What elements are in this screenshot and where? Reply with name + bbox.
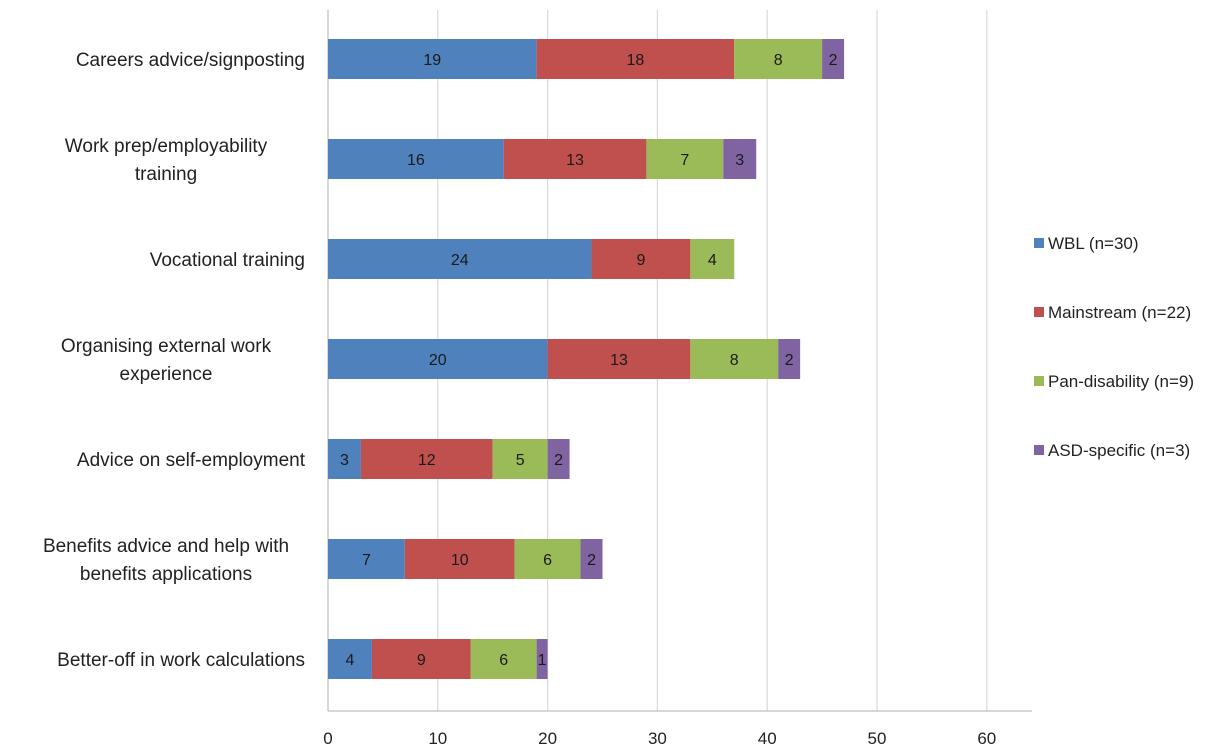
bar-segment [328,39,537,79]
bar-segment [503,139,647,179]
bar-value-label: 9 [636,252,645,269]
bar-segment [690,239,735,279]
category-label: Vocational training [150,250,305,271]
legend-swatch [1034,376,1044,386]
category-labels: Careers advice/signposting Work prep/empl… [43,50,306,671]
bar-segment [328,439,361,479]
category-label-line: Advice on self-employment [77,450,306,471]
category-label: Advice on self-employment [77,450,306,471]
bar-segment [328,539,405,579]
bar-value-label: 13 [566,152,584,169]
bar-segment [536,39,735,79]
x-tick-label: 30 [648,729,667,748]
x-tick-labels: 0 10 20 30 40 50 60 [323,729,996,748]
category-label: Organising external work experience [61,336,272,385]
bar-segment [328,239,592,279]
legend-label: Pan-disability (n=9) [1048,372,1194,391]
category-label-line: Careers advice/signposting [76,50,305,71]
x-tick-label: 40 [758,729,777,748]
bar-value-label: 24 [451,252,469,269]
bar-value-label: 1 [538,652,547,669]
bar-value-label: 8 [774,52,783,69]
bar-value-label: 10 [451,552,469,569]
bar-value-label: 9 [417,652,426,669]
legend-label: Mainstream (n=22) [1048,303,1191,322]
bar-value-label: 4 [708,252,717,269]
bar-value-label: 2 [587,552,596,569]
bar-value-label: 8 [730,352,739,369]
category-label-line: training [135,164,197,185]
bar-value-label: 12 [418,452,436,469]
bar-segment [492,439,548,479]
x-tick-label: 60 [977,729,996,748]
bar-segment [536,639,548,679]
bar-segment [778,339,801,379]
legend-swatch [1034,445,1044,455]
bar-segment [547,439,570,479]
bar-segment [360,439,493,479]
bar-segment [371,639,471,679]
category-label: Benefits advice and help with benefits ap… [43,536,289,585]
bar-segment [547,339,691,379]
bar-value-label: 7 [362,552,371,569]
category-label-line: Work prep/employability [65,136,268,157]
category-label-line: Benefits advice and help with [43,536,289,557]
bar-value-label: 2 [829,52,838,69]
x-tick-label: 10 [428,729,447,748]
bar-value-label: 18 [627,52,645,69]
legend-swatch [1034,238,1044,248]
bar-value-label: 20 [429,352,447,369]
bar-segment [328,139,504,179]
bar-segment [734,39,823,79]
bar-value-label: 3 [340,452,349,469]
legend-swatch [1034,307,1044,317]
category-label-line: Organising external work [61,336,272,357]
bar-value-label: 3 [735,152,744,169]
bar-segment [404,539,515,579]
bar-segment [328,339,548,379]
category-label-line: Vocational training [150,250,305,271]
bar-segment [470,639,537,679]
category-label-line: Better-off in work calculations [57,650,305,671]
bar-segment [646,139,724,179]
bar-segment [690,339,779,379]
bar-value-label: 4 [346,652,355,669]
category-label: Work prep/employability training [65,136,268,185]
x-tick-label: 50 [868,729,887,748]
bar-segment [514,539,581,579]
x-tick-label: 20 [538,729,557,748]
legend-label: WBL (n=30) [1048,234,1139,253]
bar-segment [580,539,603,579]
legend-label: ASD-specific (n=3) [1048,441,1190,460]
bar-value-label: 16 [407,152,425,169]
bars: 19 18 8 216 13 7 324 9 420 13 8 23 12 5 27 10 6 24 9 6 1 [328,39,845,679]
bar-value-label: 2 [785,352,794,369]
legend: WBL (n=30) Mainstream (n=22) Pan-disabilit… [1034,234,1194,460]
bar-value-label: 19 [423,52,441,69]
category-label: Careers advice/signposting [76,50,305,71]
x-tick-label: 0 [323,729,332,748]
bar-segment [723,139,757,179]
bar-segment [822,39,845,79]
bar-value-label: 2 [554,452,563,469]
bar-segment [328,639,372,679]
bar-value-label: 7 [680,152,689,169]
bar-value-label: 6 [499,652,508,669]
category-label: Better-off in work calculations [57,650,305,671]
category-label-line: benefits applications [80,564,252,585]
category-label-line: experience [120,364,213,385]
bar-value-label: 13 [610,352,628,369]
bar-value-label: 6 [543,552,552,569]
bar-value-label: 5 [516,452,525,469]
bar-segment [591,239,691,279]
